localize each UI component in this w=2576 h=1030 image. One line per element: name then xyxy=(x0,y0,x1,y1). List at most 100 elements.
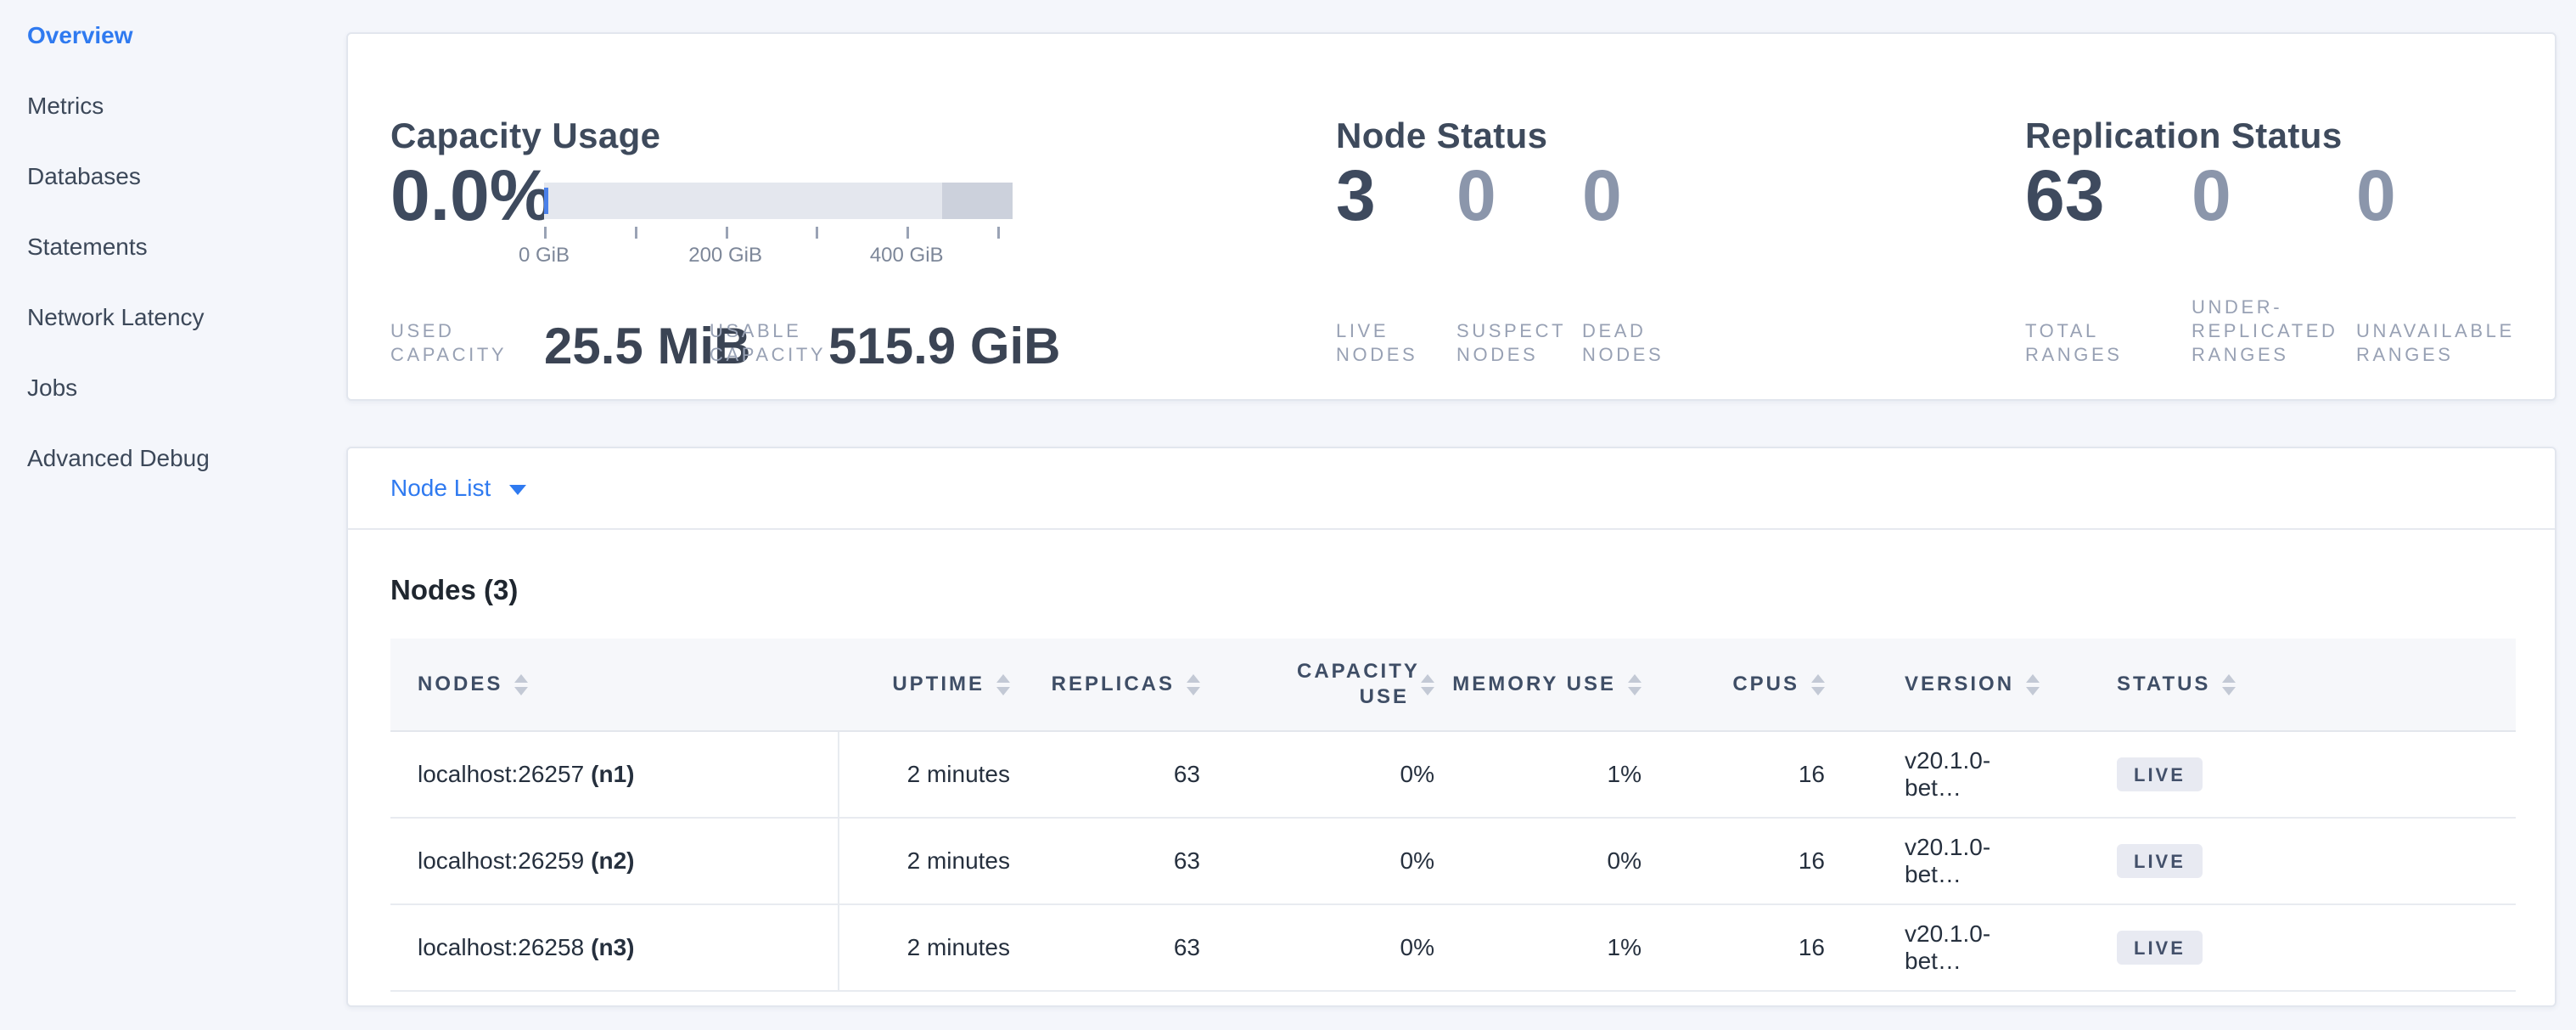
unavailable-ranges-count: 0 xyxy=(2356,155,2396,235)
axis-tick xyxy=(997,227,1000,239)
suspect-nodes-label: SUSPECT NODES xyxy=(1456,320,1566,365)
sort-icon xyxy=(2026,673,2040,695)
cpus-cell: 16 xyxy=(1650,731,1833,819)
sort-icon xyxy=(514,673,529,695)
axis-tick-label: 0 GiB xyxy=(518,244,570,267)
column-header-version[interactable]: VERSION xyxy=(1833,639,2046,732)
capacity-bar-other-segment xyxy=(941,183,1013,219)
sort-icon xyxy=(996,673,1010,695)
status-cell: LIVE xyxy=(2046,731,2516,819)
unavailable-ranges-label: UNAVAILABLE RANGES xyxy=(2356,320,2515,365)
sort-icon xyxy=(2222,673,2236,695)
column-label: CPUS xyxy=(1732,673,1799,695)
node-id: (n3) xyxy=(591,934,635,960)
replication-status-title: Replication Status xyxy=(2025,115,2343,155)
sidebar-item-metrics[interactable]: Metrics xyxy=(27,92,104,119)
sort-icon xyxy=(1628,673,1642,695)
node-address-cell[interactable]: localhost:26258 (n3) xyxy=(390,904,839,992)
node-list-header: Node List xyxy=(348,448,2555,530)
node-list-dropdown[interactable]: Node List xyxy=(390,475,527,502)
sidebar-item-advanced-debug[interactable]: Advanced Debug xyxy=(27,444,210,471)
capacity-bar-axis: 0 GiB 200 GiB 400 GiB xyxy=(519,227,1013,271)
axis-tick-label: 200 GiB xyxy=(688,244,762,267)
memory-use-cell: 1% xyxy=(1443,904,1650,992)
usable-capacity-value: 515.9 GiB xyxy=(828,318,1061,374)
cpus-cell: 16 xyxy=(1650,818,1833,905)
version-cell: v20.1.0-bet… xyxy=(1833,818,2046,905)
node-address-cell[interactable]: localhost:26257 (n1) xyxy=(390,731,839,819)
capacity-usage-title: Capacity Usage xyxy=(390,115,661,155)
column-header-memory-use[interactable]: MEMORY USE xyxy=(1443,639,1650,732)
live-nodes-label: LIVE NODES xyxy=(1336,320,1418,365)
uptime-cell: 2 minutes xyxy=(839,731,1019,819)
dead-nodes-count: 0 xyxy=(1582,155,1622,235)
node-list-card: Node List Nodes (3) NODES UPTIME REPLICA… xyxy=(346,447,2556,1007)
column-label: VERSION xyxy=(1905,673,2015,695)
replicas-cell: 63 xyxy=(1019,904,1209,992)
replicas-cell: 63 xyxy=(1019,818,1209,905)
sidebar-item-jobs[interactable]: Jobs xyxy=(27,374,78,401)
sort-icon xyxy=(1187,673,1200,695)
node-address-cell[interactable]: localhost:26259 (n2) xyxy=(390,818,839,905)
node-id: (n2) xyxy=(591,847,635,874)
axis-tick-label: 400 GiB xyxy=(869,244,944,267)
sort-icon xyxy=(1811,673,1825,695)
column-header-capacity-use[interactable]: CAPACITY USE xyxy=(1209,639,1443,732)
column-label: UPTIME xyxy=(892,673,985,695)
node-row[interactable]: localhost:26258 (n3) 2 minutes 63 0% 1% 1… xyxy=(390,904,2516,992)
version-cell: v20.1.0-bet… xyxy=(1833,731,2046,819)
axis-tick xyxy=(816,227,819,239)
node-address: localhost:26259 xyxy=(418,847,585,874)
axis-tick xyxy=(906,227,910,239)
axis-tick xyxy=(634,227,637,239)
total-ranges-count: 63 xyxy=(2025,155,2105,235)
capacity-bar-chart xyxy=(544,183,1013,219)
sidebar-item-network-latency[interactable]: Network Latency xyxy=(27,303,205,330)
column-label: CAPACITY USE xyxy=(1297,660,1420,708)
column-header-replicas[interactable]: REPLICAS xyxy=(1019,639,1209,732)
axis-tick xyxy=(544,227,547,239)
sort-icon xyxy=(1421,673,1434,695)
status-cell: LIVE xyxy=(2046,818,2516,905)
node-status-title: Node Status xyxy=(1336,115,1548,155)
usable-capacity-label: USABLE CAPACITY xyxy=(710,320,827,365)
used-capacity-value: 25.5 MiB xyxy=(544,318,751,374)
sidebar-item-overview[interactable]: Overview xyxy=(27,21,133,48)
under-replicated-ranges-label: UNDER-REPLICATED RANGES xyxy=(2192,296,2338,365)
dead-nodes-label: DEAD NODES xyxy=(1582,320,1664,365)
cpus-cell: 16 xyxy=(1650,904,1833,992)
uptime-cell: 2 minutes xyxy=(839,904,1019,992)
axis-tick xyxy=(725,227,728,239)
capacity-use-cell: 0% xyxy=(1209,904,1443,992)
column-header-status[interactable]: STATUS xyxy=(2046,639,2516,732)
node-row[interactable]: localhost:26259 (n2) 2 minutes 63 0% 0% 1… xyxy=(390,818,2516,905)
node-row[interactable]: localhost:26257 (n1) 2 minutes 63 0% 1% 1… xyxy=(390,731,2516,819)
column-label: REPLICAS xyxy=(1051,673,1175,695)
status-cell: LIVE xyxy=(2046,904,2516,992)
replicas-cell: 63 xyxy=(1019,731,1209,819)
memory-use-cell: 1% xyxy=(1443,731,1650,819)
capacity-use-cell: 0% xyxy=(1209,731,1443,819)
memory-use-cell: 0% xyxy=(1443,818,1650,905)
sidebar: Overview Metrics Databases Statements Ne… xyxy=(27,0,333,493)
sidebar-item-statements[interactable]: Statements xyxy=(27,233,148,260)
status-badge: LIVE xyxy=(2117,844,2203,878)
sidebar-item-databases[interactable]: Databases xyxy=(27,162,141,189)
uptime-cell: 2 minutes xyxy=(839,818,1019,905)
node-address: localhost:26258 xyxy=(418,934,585,960)
nodes-heading: Nodes (3) xyxy=(390,574,519,605)
cluster-summary-card: Capacity Usage 0.0% 0 GiB 200 GiB 400 Gi… xyxy=(346,32,2556,401)
version-cell: v20.1.0-bet… xyxy=(1833,904,2046,992)
status-badge: LIVE xyxy=(2117,931,2203,965)
node-id: (n1) xyxy=(591,761,635,787)
column-header-nodes[interactable]: NODES xyxy=(390,639,839,732)
node-address: localhost:26257 xyxy=(418,761,585,787)
column-header-uptime[interactable]: UPTIME xyxy=(839,639,1019,732)
node-list-dropdown-label: Node List xyxy=(390,475,491,501)
total-ranges-label: TOTAL RANGES xyxy=(2025,320,2123,365)
nodes-table: NODES UPTIME REPLICAS CAPACITY USE MEMOR… xyxy=(390,639,2516,992)
capacity-use-cell: 0% xyxy=(1209,818,1443,905)
column-header-cpus[interactable]: CPUS xyxy=(1650,639,1833,732)
capacity-used-percent: 0.0% xyxy=(390,155,553,235)
